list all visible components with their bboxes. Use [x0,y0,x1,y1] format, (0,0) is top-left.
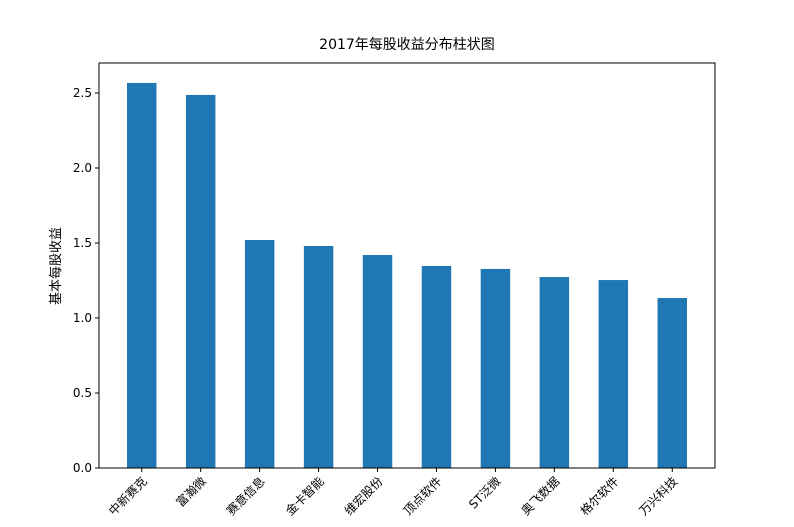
y-axis-label: 基本每股收益 [48,227,64,305]
bar [598,280,629,468]
bar [127,82,157,468]
y-tick-label: 1.0 [73,311,92,325]
y-tick-label: 2.0 [73,161,92,175]
y-tick-label: 0.0 [73,461,92,475]
bar [362,255,393,468]
bar [539,277,570,468]
plot-frame [98,62,716,469]
y-tick-label: 2.5 [73,86,92,100]
y-tick-label: 0.5 [73,386,92,400]
bar [657,298,687,468]
bar [421,265,452,468]
bar [303,246,334,468]
chart-title: 2017年每股收益分布柱状图 [319,37,495,53]
bar [244,240,275,468]
bar [480,268,511,468]
bar [185,94,216,468]
y-tick-label: 1.5 [73,236,92,250]
